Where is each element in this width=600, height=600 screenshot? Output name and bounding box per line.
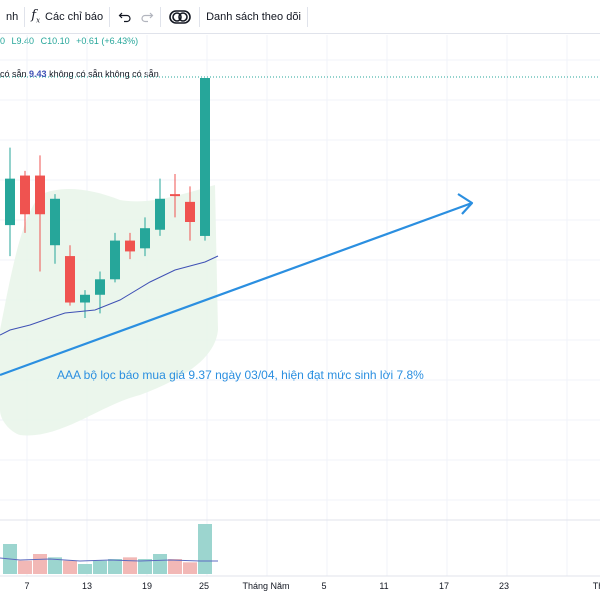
toolbar-divider	[160, 6, 162, 27]
time-axis-label: 5	[321, 581, 327, 591]
ohlc-legend: 0 L9.40 C10.10 +0.61 (+6.43%)	[0, 36, 142, 46]
indicators-button[interactable]: fx Các chỉ báo	[25, 0, 109, 33]
candle-body	[80, 294, 90, 303]
time-axis-label: 13	[81, 581, 93, 591]
toolbar-divider	[24, 6, 26, 27]
volume-bar	[183, 562, 197, 574]
volume-bar	[168, 559, 182, 574]
volume-bar	[78, 564, 92, 574]
volume-bar	[198, 524, 212, 574]
open-value: 0	[0, 36, 6, 46]
undo-button[interactable]	[110, 0, 136, 33]
time-axis-label: Th	[592, 581, 600, 591]
low-value: L9.40	[11, 36, 35, 46]
watchlist-button[interactable]: Danh sách theo dõi	[200, 0, 307, 33]
candle-body	[125, 240, 135, 252]
indicator-na-1: không có sẵn	[49, 69, 103, 79]
moving-average-line	[0, 255, 219, 336]
candle-body	[170, 194, 180, 197]
time-axis-label: Tháng Năm	[242, 581, 290, 591]
undo-icon	[118, 12, 131, 22]
toolbar-divider	[109, 6, 111, 27]
indicator-legend: có sẵn 9.43 không có sẵn không có sẵn	[0, 69, 159, 79]
indicator-prefix: có sẵn	[0, 69, 27, 79]
time-axis-label: 19	[141, 581, 153, 591]
toolbar-divider	[306, 6, 308, 27]
candle-body	[50, 198, 60, 246]
trend-arrow-line	[0, 201, 473, 377]
candle-body	[200, 78, 210, 236]
candle-body	[95, 279, 105, 295]
volume-bars-group	[0, 524, 218, 574]
volume-average-line	[0, 557, 218, 562]
volume-bar	[153, 554, 167, 574]
change-value: +0.61 (+6.43%)	[76, 36, 139, 46]
trend-arrow-head	[457, 193, 474, 215]
candle-body	[110, 240, 120, 280]
candle-body	[35, 175, 45, 215]
indicator-value: 9.43	[29, 69, 47, 79]
time-axis-label: 25	[198, 581, 210, 591]
volume-bar	[63, 560, 77, 574]
compare-icon	[169, 9, 191, 24]
volume-bar	[48, 557, 62, 574]
time-axis-label: 7	[24, 581, 30, 591]
candle-body	[65, 256, 75, 303]
interval-label: nh	[6, 10, 19, 23]
candle-body	[185, 201, 195, 222]
redo-icon	[141, 12, 154, 22]
time-axis-label: 11	[379, 581, 389, 591]
indicators-label: Các chỉ báo	[45, 10, 104, 23]
signal-annotation: AAA bộ lọc báo mua giá 9.37 ngày 03/04, …	[57, 368, 424, 382]
close-value: C10.10	[40, 36, 70, 46]
candle-body	[140, 228, 150, 249]
volume-bar	[123, 557, 137, 574]
candle-body	[20, 175, 30, 215]
volume-bar	[33, 554, 47, 574]
function-icon: fx	[31, 8, 41, 25]
top-toolbar: nh fx Các chỉ báo Danh sách theo dõi	[0, 0, 600, 34]
chart-grid	[0, 35, 600, 576]
interval-button[interactable]: nh	[0, 0, 24, 33]
watchlist-label: Danh sách theo dõi	[206, 10, 301, 23]
candle-body	[5, 178, 15, 226]
time-axis-label: 17	[438, 581, 450, 591]
indicator-na-2: không có sẵn	[105, 69, 159, 79]
volume-bar	[138, 559, 152, 574]
redo-button[interactable]	[136, 0, 160, 33]
compare-button[interactable]	[161, 0, 199, 33]
volume-bar	[18, 560, 32, 574]
toolbar-divider	[199, 6, 201, 27]
time-axis-label: 23	[498, 581, 510, 591]
candles-group	[5, 78, 210, 318]
bollinger-band	[0, 185, 218, 436]
volume-bar	[93, 560, 107, 574]
volume-bar	[108, 559, 122, 574]
candle-body	[155, 198, 165, 230]
